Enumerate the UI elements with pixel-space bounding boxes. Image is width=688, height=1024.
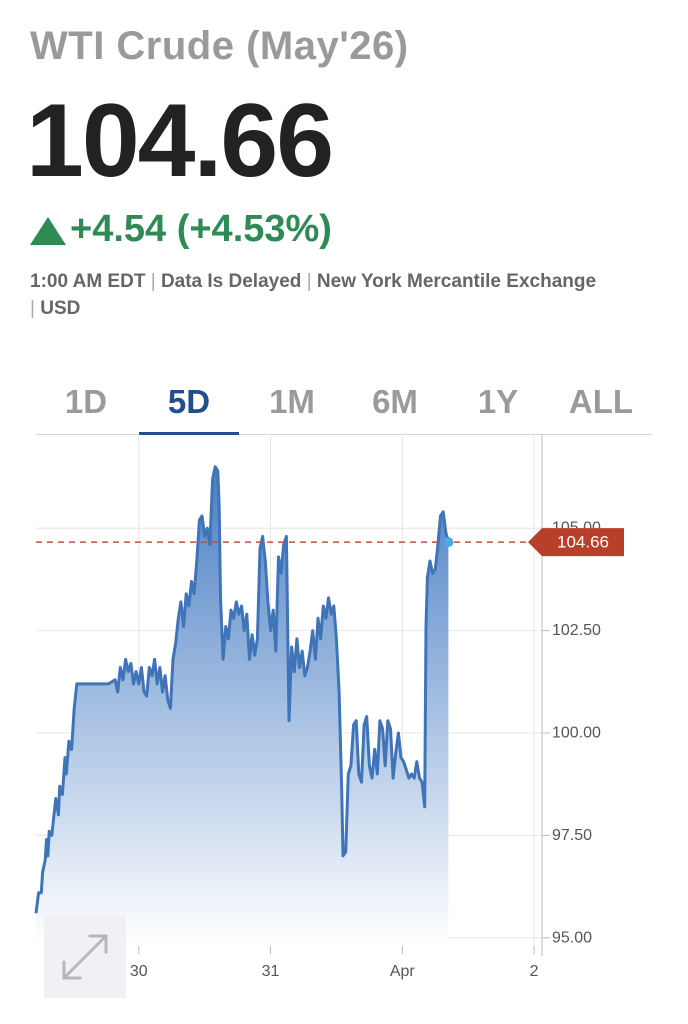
x-tick-label-2: Apr	[390, 963, 416, 980]
quote-exchange: New York Mercantile Exchange	[316, 271, 597, 292]
tab-1y[interactable]: 1Y	[477, 383, 519, 420]
price-line	[34, 465, 450, 914]
current-price-tag-shape	[528, 528, 624, 557]
last-price-dot	[443, 537, 454, 548]
tab-6m[interactable]: 6M	[372, 383, 418, 420]
price-change: +4.54 (+4.53%)	[30, 208, 332, 251]
x-tick-label-1: 31	[262, 963, 280, 980]
tab-1d[interactable]: 1D	[64, 383, 108, 420]
range-tabs: 1D 5D 1M 6M 1Y ALL	[36, 378, 652, 435]
y-tick-label-0: 95.00	[552, 929, 592, 946]
x-axis-ticks: 30 31 Apr 2	[130, 946, 539, 980]
quote-time: 1:00 AM EDT	[30, 271, 146, 292]
y-tick-label-3: 102.50	[552, 622, 601, 639]
quote-delay-note: Data Is Delayed	[160, 271, 302, 292]
current-price-tag-label: 104.66	[557, 533, 609, 552]
tab-1m[interactable]: 1M	[269, 383, 315, 420]
quote-currency: USD	[40, 298, 81, 319]
current-price-tag: 104.66	[528, 528, 624, 557]
tab-all[interactable]: ALL	[568, 383, 634, 420]
price-change-value: +4.54 (+4.53%)	[70, 208, 332, 250]
quote-meta: 1:00 AM EDT | Data Is Delayed | New York…	[30, 271, 597, 319]
up-arrow-icon	[30, 216, 66, 245]
x-tick-label-3: 2	[530, 963, 539, 980]
tab-5d[interactable]: 5D	[139, 378, 239, 435]
expand-chart-button[interactable]	[44, 916, 126, 998]
y-tick-label-1: 97.50	[552, 827, 592, 844]
instrument-title: WTI Crude (May'26)	[30, 24, 409, 68]
x-tick-label-0: 30	[130, 963, 148, 980]
expand-icon	[62, 934, 108, 980]
price-area	[36, 466, 449, 946]
last-price: 104.66	[26, 83, 334, 199]
y-tick-label-2: 100.00	[552, 725, 601, 742]
